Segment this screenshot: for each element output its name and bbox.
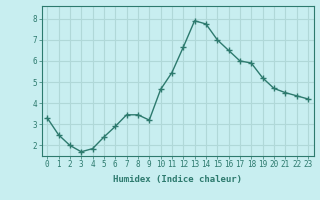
X-axis label: Humidex (Indice chaleur): Humidex (Indice chaleur) xyxy=(113,175,242,184)
